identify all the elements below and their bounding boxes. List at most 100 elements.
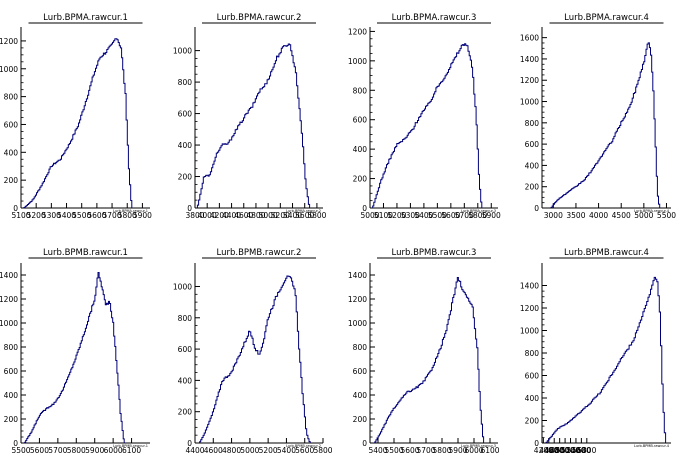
histogram-panel-8: 0 200 400 600 800 1000 1200 1400 420044004600480… (520, 244, 671, 455)
histogram-series-line (24, 272, 125, 443)
y-tick-label: 1000 (348, 57, 367, 66)
x-tick-label: 5800 (468, 211, 487, 220)
histogram-panel-7: 0 200 400 600 800 1000 1200 1400 540055005600570… (348, 244, 500, 455)
histogram-title: Lurb.BPMA.rawcur.1 (43, 13, 128, 23)
x-tick-label: 6100 (480, 446, 499, 455)
x-tick-label: 5900 (482, 211, 501, 220)
y-tick-label: 400 (525, 394, 540, 403)
histogram-title: Lurb.BPMA.rawcur.2 (217, 13, 302, 23)
x-tick-label: 4800 (246, 211, 265, 220)
x-tick-label: 5600 (295, 211, 314, 220)
x-tick-label: 4000 (589, 211, 608, 220)
y-tick-label: 1000 (0, 65, 18, 74)
x-tick-label: 5600 (441, 211, 460, 220)
x-tick-label: 5100 (11, 211, 30, 220)
y-tick-label: 600 (525, 372, 540, 381)
y-tick-label: 1200 (0, 295, 18, 304)
y-tick-label: 0 (362, 439, 367, 448)
y-tick-label: 800 (353, 343, 368, 352)
x-axis-title: Lurb.BPMA.rawcur.3 (461, 209, 496, 213)
y-tick-label: 200 (353, 175, 368, 184)
x-tick-label: 5300 (42, 211, 61, 220)
y-tick-label: 800 (525, 349, 540, 358)
y-tick-label: 800 (525, 119, 540, 128)
y-tick-label: 200 (178, 173, 193, 182)
y-tick-label: 1200 (348, 295, 367, 304)
y-tick-label: 1400 (348, 271, 367, 280)
y-tick-label: 0 (534, 439, 539, 448)
x-tick-label: 5600 (572, 446, 591, 455)
x-tick-label: 3000 (544, 211, 563, 220)
x-tick-label: 4200 (210, 211, 229, 220)
y-tick-label: 400 (4, 391, 19, 400)
x-tick-label: 4000 (198, 211, 217, 220)
histogram-series-line (372, 43, 483, 208)
x-tick-label: 5300 (401, 211, 420, 220)
x-tick-label: 5700 (48, 446, 67, 455)
histogram-title-box (28, 244, 143, 258)
y-tick-label: 1400 (0, 271, 18, 280)
x-tick-label: 3500 (566, 211, 585, 220)
x-tick-label: 5000 (259, 211, 278, 220)
x-tick-label: 5000 (634, 211, 653, 220)
x-tick-label: 4400 (185, 446, 204, 455)
x-tick-label: 5200 (561, 446, 580, 455)
y-tick-label: 1400 (520, 282, 539, 291)
y-tick-label: 1200 (520, 304, 539, 313)
histogram-panel-3: 0 200 400 600 800 1000 1200 5000510052005300540… (348, 9, 501, 220)
y-tick-label: 0 (13, 204, 18, 213)
y-tick-label: 200 (525, 183, 540, 192)
x-tick-label: 5200 (259, 446, 278, 455)
y-tick-label: 0 (13, 439, 18, 448)
y-tick-label: 1200 (520, 76, 539, 85)
y-tick-label: 200 (4, 415, 19, 424)
y-tick-label: 600 (4, 120, 19, 129)
x-axis-title: Lurb.BPMB.rawcur.1 (113, 444, 148, 448)
histogram-series-line (545, 276, 667, 443)
x-tick-label: 5700 (416, 446, 435, 455)
y-tick-label: 800 (178, 314, 193, 323)
y-tick-label: 600 (178, 345, 193, 354)
y-tick-label: 600 (178, 110, 193, 119)
y-tick-label: 400 (178, 141, 193, 150)
y-tick-label: 0 (362, 204, 367, 213)
histogram-panel-4: 0 200 400 600 800 1000 1200 1400 1600 3000 3500 400… (520, 9, 676, 220)
x-tick-label: 5400 (277, 446, 296, 455)
x-tick-label: 5500 (428, 211, 447, 220)
x-axis-title: Lurb.BPMB.rawcur.2 (286, 444, 321, 448)
x-tick-label: 5000 (240, 446, 259, 455)
x-tick-label: 5100 (374, 211, 393, 220)
x-tick-label: 5900 (133, 211, 152, 220)
y-tick-label: 400 (178, 376, 193, 385)
x-tick-label: 5200 (27, 211, 46, 220)
x-tick-label: 5600 (30, 446, 49, 455)
x-tick-label: 4600 (545, 446, 564, 455)
x-tick-label: 4500 (612, 211, 631, 220)
y-tick-label: 0 (187, 204, 192, 213)
histogram-panel-2: 0 200 400 600 800 1000 38004000420044004600480… (173, 9, 327, 220)
y-tick-label: 1600 (520, 34, 539, 43)
x-tick-label: 5800 (577, 446, 596, 455)
histogram-title-box (377, 244, 491, 258)
y-tick-label: 400 (525, 161, 540, 170)
y-tick-label: 200 (525, 417, 540, 426)
y-tick-label: 0 (187, 439, 192, 448)
histogram-series-line (196, 43, 311, 208)
histogram-title: Lurb.BPMA.rawcur.4 (564, 13, 649, 23)
y-tick-label: 1000 (0, 319, 18, 328)
histogram-title: Lurb.BPMB.rawcur.2 (217, 248, 302, 258)
y-tick-label: 0 (534, 204, 539, 213)
y-tick-label: 800 (178, 78, 193, 87)
x-tick-label: 5600 (87, 211, 106, 220)
x-tick-label: 4400 (539, 446, 558, 455)
histogram-series-line (550, 42, 661, 208)
x-tick-label: 5600 (295, 446, 314, 455)
x-tick-label: 4600 (204, 446, 223, 455)
x-tick-label: 5800 (432, 446, 451, 455)
y-tick-label: 1000 (520, 327, 539, 336)
y-tick-label: 400 (353, 391, 368, 400)
x-tick-label: 5400 (368, 446, 387, 455)
y-tick-label: 1000 (173, 282, 192, 291)
histogram-title-box (202, 9, 316, 23)
x-tick-label: 4800 (222, 446, 241, 455)
